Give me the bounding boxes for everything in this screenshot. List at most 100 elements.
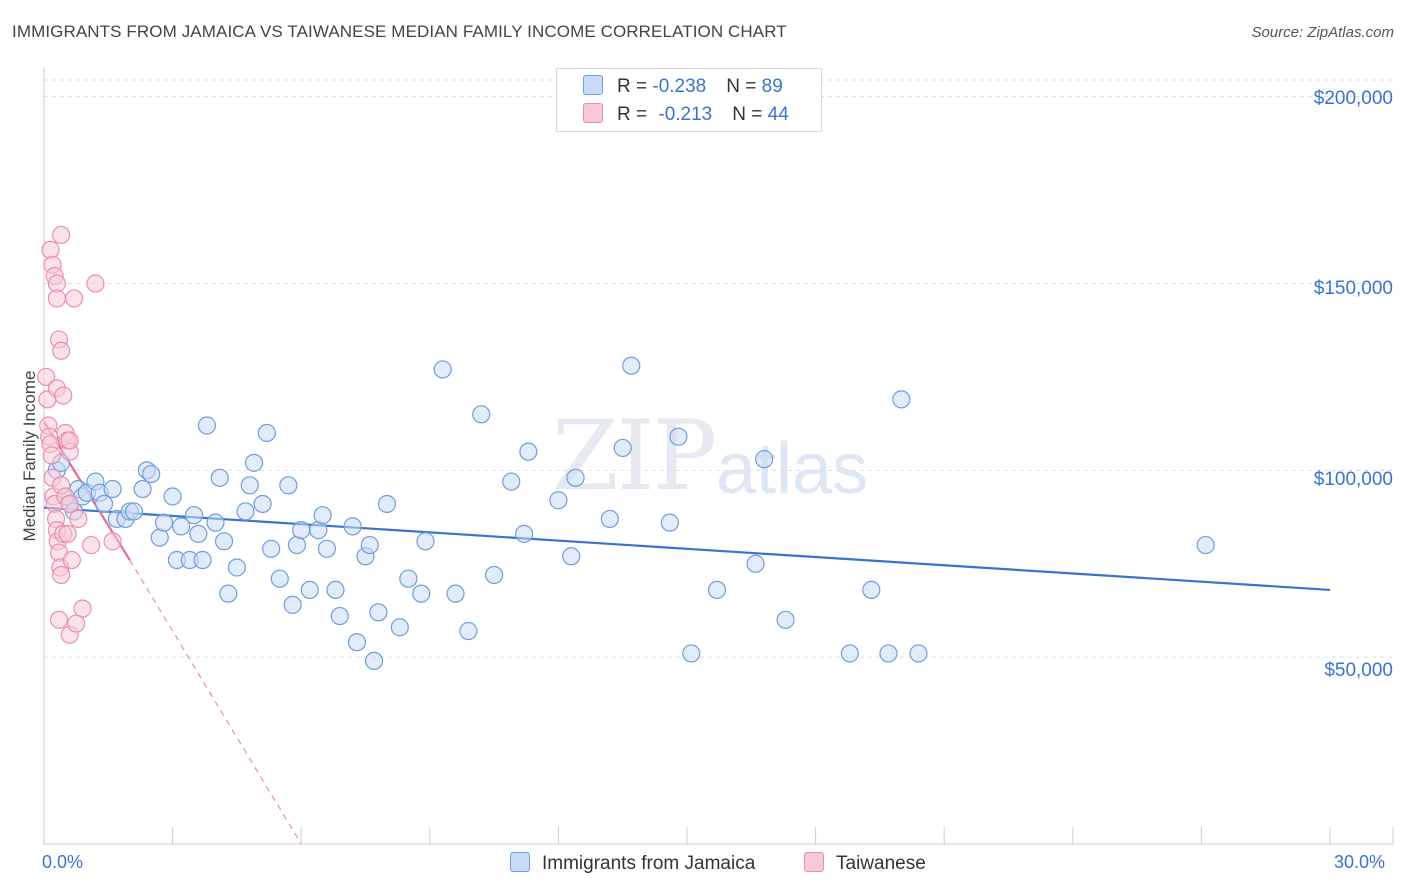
taiwanese-point-36 [49,610,69,629]
y-tick-label-50000: $50,000 [1324,660,1393,681]
jamaica-point-60 [412,584,431,603]
jamaica-point-48 [313,506,332,525]
jamaica-point-16 [133,479,152,499]
legend-n-label: N = [732,104,768,125]
taiwanese-point-41 [103,532,122,551]
jamaica-point-41 [279,476,298,495]
legend-r-label: R = [617,104,653,125]
taiwanese-point-35 [73,599,92,618]
legend-row-taiwanese: R = -0.213 N = 44 [583,103,789,127]
jamaica-point-61 [416,532,435,551]
jamaica-point-40 [270,569,289,588]
jamaica-point-20 [154,513,174,532]
jamaica-point-87 [909,644,928,663]
x-tick-label-max: 30.0% [1334,852,1386,872]
jamaica-point-47 [317,539,337,558]
jamaica-point-29 [206,513,225,532]
bottom-legend-jamaica: Immigrants from Jamaica [510,852,755,875]
jamaica-point-71 [562,547,581,566]
jamaica-point-88 [1196,535,1215,555]
jamaica-point-84 [862,580,881,600]
jamaica-point-19 [150,528,169,547]
bottom-legend-swatch-pink [804,852,824,872]
jamaica-point-38 [257,423,277,443]
jamaica-point-27 [193,550,212,570]
bottom-legend-label: Immigrants from Jamaica [542,853,756,874]
taiwanese-point-32 [62,550,81,570]
jamaica-point-62 [433,360,452,379]
chart-title: IMMIGRANTS FROM JAMAICA VS TAIWANESE MED… [12,22,787,41]
jamaica-point-56 [369,603,388,622]
jamaica-point-58 [390,618,409,637]
taiwanese-point-38 [67,614,86,633]
gridlines [44,79,1393,658]
legend-swatch-pink [583,103,603,123]
taiwanese-point-43 [47,289,66,308]
jamaica-point-23 [172,517,191,536]
taiwanese-point-0 [37,367,56,387]
watermark-zip: ZIP [552,400,717,512]
taiwanese-point-33 [64,289,84,308]
taiwanese-point-14 [52,565,71,585]
watermark-atlas: atlas [716,429,869,509]
jamaica-point-66 [485,565,504,585]
jamaica-point-21 [163,487,182,506]
jamaica-point-54 [360,535,379,555]
jamaica-point-80 [746,554,765,573]
jamaica-point-76 [660,513,679,532]
jamaica-point-83 [840,644,859,663]
jamaica-point-49 [326,580,345,600]
legend-swatch-blue [583,75,603,95]
taiwanese-point-20 [52,341,71,360]
y-axis-title: Median Family Income [20,370,39,542]
taiwanese-point-31 [60,431,79,450]
legend-n-label: N = [726,76,762,97]
taiwanese-point-42 [52,225,71,245]
bottom-legend-taiwanese: Taiwanese [804,852,926,875]
axes [43,68,1394,845]
jamaica-point-10 [94,494,114,514]
jamaica-point-45 [300,580,319,600]
legend-r-label: R = [617,76,653,97]
jamaica-point-26 [189,524,208,543]
y-tick-label-100000: $100,000 [1313,469,1393,490]
jamaica-point-28 [197,416,216,435]
jamaica-point-18 [142,464,161,484]
jamaica-point-64 [459,621,478,641]
jamaica-point-78 [682,644,701,663]
jamaica-point-30 [210,468,229,487]
trend-lines [43,421,1331,845]
jamaica-trend-line [43,506,1331,592]
jamaica-point-52 [347,633,367,652]
jamaica-point-11 [103,479,122,499]
legend-r-value: -0.213 [658,104,713,125]
taiwanese-trend-extension [129,559,302,845]
jamaica-point-37 [253,494,272,514]
jamaica-point-35 [240,476,259,495]
jamaica-point-82 [776,610,795,629]
jamaica-point-46 [309,521,328,540]
jamaica-point-72 [566,468,585,487]
bottom-legend-label: Taiwanese [836,853,926,874]
jamaica-point-63 [446,584,465,603]
jamaica-point-79 [707,580,727,600]
data-points [37,225,1215,671]
jamaica-point-44 [292,521,311,540]
jamaica-point-51 [343,517,362,536]
jamaica-point-73 [600,509,619,529]
jamaica-point-86 [892,390,911,409]
jamaica-point-69 [519,442,538,461]
bottom-legend-swatch-blue [510,852,530,872]
legend-n-value: 44 [767,104,789,125]
jamaica-point-33 [227,558,246,577]
jamaica-point-39 [262,539,281,558]
jamaica-point-70 [549,491,568,510]
taiwanese-point-39 [82,535,101,555]
x-tick-label-min: 0.0% [42,852,84,872]
jamaica-point-57 [377,494,397,514]
jamaica-point-36 [244,453,264,472]
jamaica-point-34 [236,502,255,521]
taiwanese-point-5 [42,446,61,465]
jamaica-point-77 [669,427,688,446]
